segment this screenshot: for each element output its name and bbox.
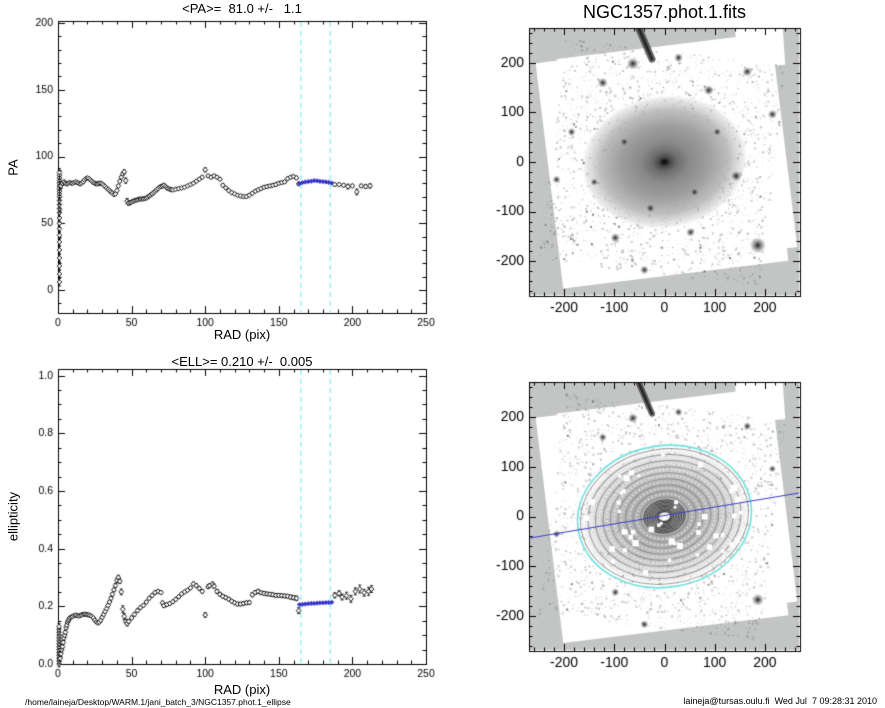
output-file-path: /home/laineja/Desktop/WARM.1/jani_batch_… [25,697,291,707]
ellipticity-profile-plot-canvas [0,354,442,708]
ell-plot-xlabel: RAD (pix) [213,682,271,697]
user-host-timestamp: laineja@tursas.oulu.fi Wed Jul 7 09:28:3… [683,696,877,706]
pa-plot-ylabel: PA [5,159,21,176]
pa-profile-plot-canvas [0,0,442,354]
pa-plot-title: <PA>= 81.0 +/- 1.1 [182,1,302,16]
galaxy-image-canvas [443,0,885,354]
ell-plot-ylabel: ellipticity [5,491,21,542]
pa-plot-xlabel: RAD (pix) [213,327,271,342]
fits-image-title: NGC1357.phot.1.fits [582,2,747,22]
ell-plot-title: <ELL>= 0.210 +/- 0.005 [171,354,313,369]
galaxy-ellipse-overlay-canvas [443,354,885,708]
